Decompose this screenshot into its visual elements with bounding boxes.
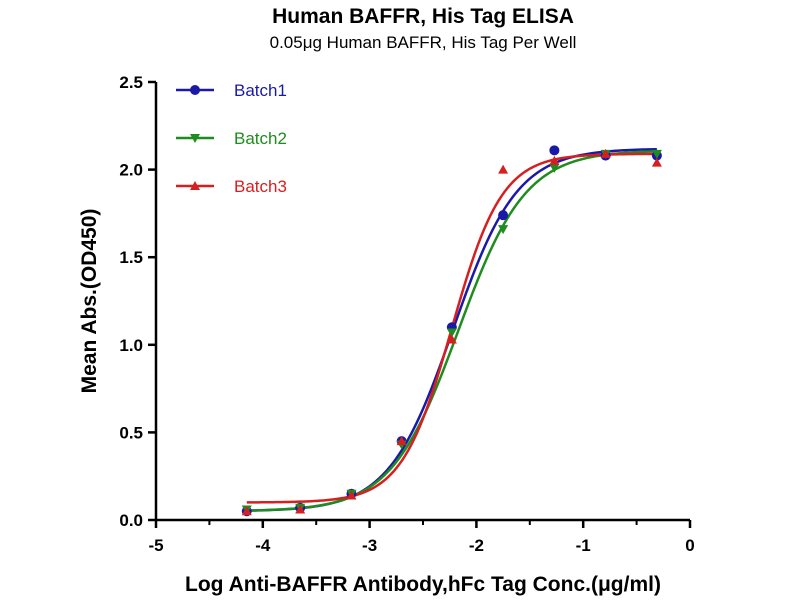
- x-tick-label: -1: [576, 536, 591, 555]
- plot-area: -5 -4 -3 -2 -1 0 0.0 0.5 1.0 1.5 2.0 2.5: [119, 73, 694, 555]
- x-axis-title: Log Anti-BAFFR Antibody,hFc Tag Conc.(μg…: [185, 573, 661, 596]
- x-tick-label: -4: [255, 536, 271, 555]
- data-point-batch3: [651, 157, 662, 167]
- x-tick-label: -2: [469, 536, 484, 555]
- legend-label-batch2: Batch2: [234, 129, 287, 148]
- y-tick-label: 2.5: [119, 73, 143, 92]
- x-tick-label: -3: [362, 536, 377, 555]
- data-points: [241, 145, 662, 517]
- y-axis-ticks: 0.0 0.5 1.0 1.5 2.0 2.5: [119, 73, 156, 530]
- data-point-batch2: [651, 149, 662, 159]
- fit-curve-batch2: [246, 150, 657, 512]
- data-point-batch2: [446, 328, 457, 338]
- x-tick-label: -5: [148, 536, 163, 555]
- y-tick-label: 1.0: [119, 336, 143, 355]
- y-tick-label: 0.5: [119, 423, 143, 442]
- data-point-batch3: [600, 148, 611, 158]
- legend-label-batch1: Batch1: [234, 81, 287, 100]
- data-point-batch3: [396, 436, 407, 446]
- y-tick-label: 1.5: [119, 248, 143, 267]
- data-point-batch3: [346, 490, 357, 500]
- y-axis-title: Mean Abs.(OD450): [78, 209, 101, 394]
- legend-marker-batch1: [190, 85, 200, 95]
- legend-label-batch3: Batch3: [234, 177, 287, 196]
- data-point-batch3: [241, 506, 252, 516]
- chart-title: Human BAFFR, His Tag ELISA: [272, 5, 574, 28]
- legend-marker-batch3: [190, 181, 200, 190]
- data-point-batch3: [446, 334, 457, 344]
- chart-subtitle: 0.05μg Human BAFFR, His Tag Per Well: [270, 33, 577, 52]
- data-point-batch2: [549, 163, 560, 173]
- y-tick-label: 0.0: [119, 511, 143, 530]
- data-point-batch3: [295, 504, 306, 514]
- x-axis-ticks: -5 -4 -3 -2 -1 0: [148, 520, 695, 555]
- data-point-batch1: [498, 210, 509, 221]
- data-point-batch2: [498, 225, 509, 235]
- y-tick-label: 2.0: [119, 161, 143, 180]
- data-point-batch3: [498, 164, 509, 174]
- data-point-batch3: [549, 155, 560, 165]
- legend-marker-batch2: [190, 134, 200, 143]
- data-point-batch1: [549, 145, 560, 156]
- legend: Batch1 Batch2 Batch3: [176, 81, 287, 196]
- x-tick-label: 0: [685, 536, 694, 555]
